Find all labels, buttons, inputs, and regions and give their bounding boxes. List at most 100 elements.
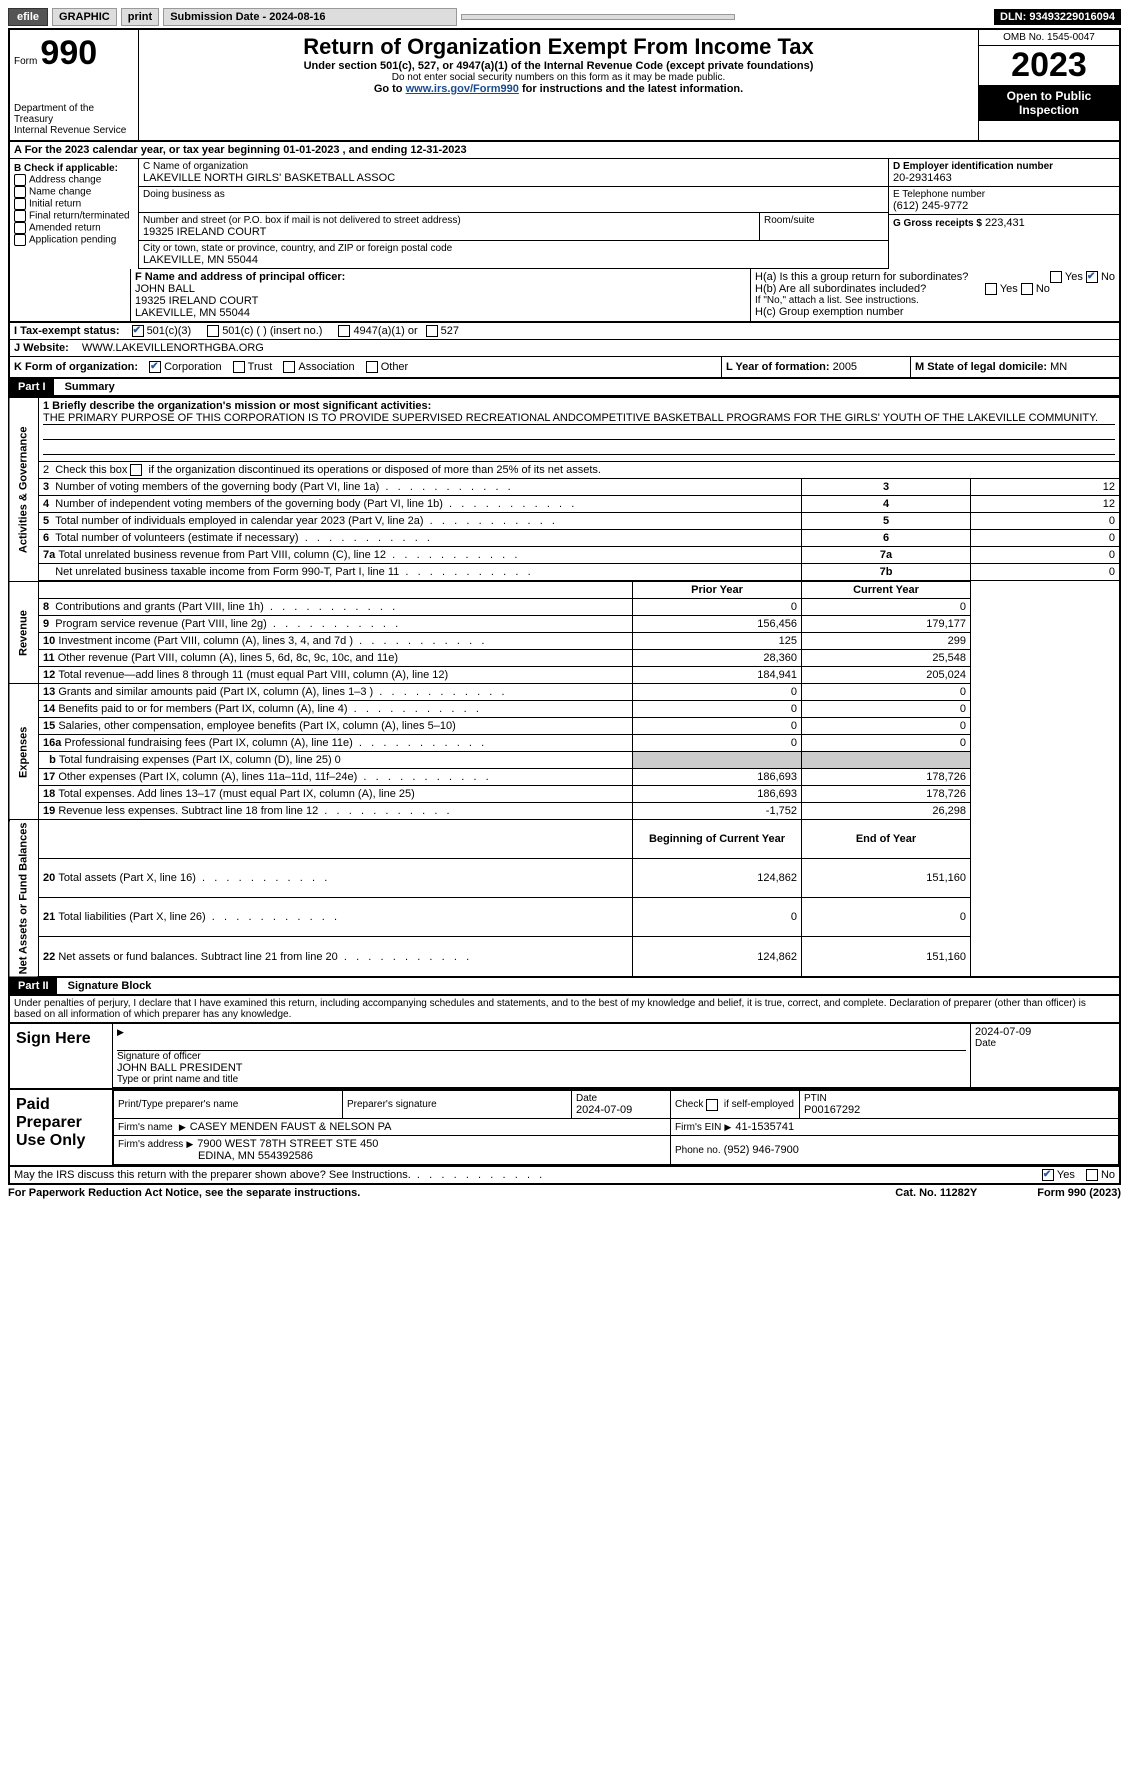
- ec14: 0: [802, 701, 971, 718]
- cb-corp[interactable]: [149, 361, 161, 373]
- summary-table: Activities & Governance 1 Briefly descri…: [8, 397, 1121, 978]
- preparer-table: Print/Type preparer's name Preparer's si…: [113, 1090, 1119, 1165]
- cb-final-return[interactable]: [14, 210, 26, 222]
- cb-501c3[interactable]: [132, 325, 144, 337]
- cb-501c[interactable]: [207, 325, 219, 337]
- website-value: WWW.LAKEVILLENORTHGBA.ORG: [82, 342, 264, 354]
- room-label: Room/suite: [764, 215, 884, 226]
- rt9: Program service revenue (Part VIII, line…: [55, 618, 398, 630]
- cb-address-change[interactable]: [14, 174, 26, 186]
- vert-expenses: Expenses: [9, 684, 39, 820]
- gov-row-5: 5 Total number of individuals employed i…: [9, 513, 1120, 530]
- ec16a: 0: [802, 735, 971, 752]
- nn22: 22: [43, 951, 55, 963]
- hb-no-label: No: [1036, 283, 1050, 295]
- fh-block: F Name and address of principal officer:…: [8, 269, 1121, 323]
- net-row-21: 21 Total liabilities (Part X, line 26)00: [9, 898, 1120, 937]
- top-toolbar: efile GRAPHIC print Submission Date - 20…: [8, 8, 1121, 26]
- ein-value: 20-2931463: [893, 172, 1115, 184]
- rn11: 11: [43, 652, 55, 664]
- i-501c3: 501(c)(3): [147, 325, 192, 337]
- prep-sig-label: Preparer's signature: [347, 1099, 567, 1110]
- graphic-button[interactable]: GRAPHIC: [52, 8, 117, 26]
- irs-link[interactable]: www.irs.gov/Form990: [406, 83, 519, 95]
- k6: 6: [802, 530, 971, 547]
- exp-row-16b: b Total fundraising expenses (Part IX, c…: [9, 752, 1120, 769]
- cb-discontinued[interactable]: [130, 464, 142, 476]
- t7b: Net unrelated business taxable income fr…: [55, 566, 530, 578]
- k7b: 7b: [802, 564, 971, 581]
- sig-date: 2024-07-09: [975, 1026, 1115, 1038]
- line-a: A For the 2023 calendar year, or tax yea…: [8, 142, 1121, 159]
- rev-row-8: 8 Contributions and grants (Part VIII, l…: [9, 599, 1120, 616]
- k-other: Other: [381, 361, 409, 373]
- submission-date: Submission Date - 2024-08-16: [163, 8, 457, 26]
- opt-final-return: Final return/terminated: [29, 211, 130, 222]
- nt21: Total liabilities (Part X, line 26): [58, 911, 337, 923]
- city-label: City or town, state or province, country…: [143, 243, 884, 254]
- ptin-value: P00167292: [804, 1104, 1114, 1116]
- efile-button[interactable]: efile: [8, 8, 48, 26]
- hb-yes[interactable]: [985, 283, 997, 295]
- discuss-yes[interactable]: [1042, 1169, 1054, 1181]
- cb-amended[interactable]: [14, 222, 26, 234]
- firm-addr1: 7900 WEST 78TH STREET STE 450: [186, 1138, 378, 1150]
- i-501c: 501(c) ( ) (insert no.): [222, 325, 322, 337]
- cb-other[interactable]: [366, 361, 378, 373]
- v7a: 0: [971, 547, 1121, 564]
- col-current: Current Year: [802, 582, 971, 599]
- discuss-text: May the IRS discuss this return with the…: [14, 1169, 542, 1181]
- part-ii-bar: Part II Signature Block: [8, 978, 1121, 996]
- vert-governance: Activities & Governance: [9, 398, 39, 582]
- sig-type-label: Type or print name and title: [117, 1074, 966, 1085]
- en16b: b: [49, 754, 56, 766]
- street-value: 19325 IRELAND COURT: [143, 226, 755, 238]
- np21: 0: [633, 898, 802, 937]
- ep17: 186,693: [633, 769, 802, 786]
- rt11: Other revenue (Part VIII, column (A), li…: [58, 652, 398, 664]
- ha-yes-label: Yes: [1065, 271, 1083, 283]
- cb-trust[interactable]: [233, 361, 245, 373]
- ep15: 0: [633, 718, 802, 735]
- firm-phone: (952) 946-7900: [724, 1144, 799, 1156]
- v3: 12: [971, 479, 1121, 496]
- footer-left: For Paperwork Reduction Act Notice, see …: [8, 1187, 360, 1199]
- ep16b: [633, 752, 802, 769]
- line-j: J Website: WWW.LAKEVILLENORTHGBA.ORG: [8, 340, 1121, 357]
- officer-name: JOHN BALL: [135, 283, 746, 295]
- cb-self-employed[interactable]: [706, 1099, 718, 1111]
- ptin-label: PTIN: [804, 1093, 1114, 1104]
- cb-name-change[interactable]: [14, 186, 26, 198]
- omb-number: OMB No. 1545-0047: [979, 30, 1119, 46]
- cb-initial-return[interactable]: [14, 198, 26, 210]
- hb-no[interactable]: [1021, 283, 1033, 295]
- rt8: Contributions and grants (Part VIII, lin…: [55, 601, 395, 613]
- l-label: L Year of formation:: [726, 361, 830, 373]
- ha-yes[interactable]: [1050, 271, 1062, 283]
- d-label: D Employer identification number: [893, 161, 1115, 172]
- cb-4947[interactable]: [338, 325, 350, 337]
- sign-here-block: Sign Here Signature of officer JOHN BALL…: [8, 1022, 1121, 1090]
- t7a: Total unrelated business revenue from Pa…: [58, 549, 517, 561]
- perjury-text: Under penalties of perjury, I declare th…: [8, 996, 1121, 1022]
- opt-address-change: Address change: [29, 175, 101, 186]
- gov-row-3: 3 Number of voting members of the govern…: [9, 479, 1120, 496]
- cb-assoc[interactable]: [283, 361, 295, 373]
- cb-527[interactable]: [426, 325, 438, 337]
- v5: 0: [971, 513, 1121, 530]
- ec15: 0: [802, 718, 971, 735]
- et19: Revenue less expenses. Subtract line 18 …: [58, 805, 449, 817]
- net-row-20: 20 Total assets (Part X, line 16)124,862…: [9, 859, 1120, 898]
- exp-row-14: 14 Benefits paid to or for members (Part…: [9, 701, 1120, 718]
- form-title: Return of Organization Exempt From Incom…: [147, 34, 970, 60]
- cb-app-pending[interactable]: [14, 234, 26, 246]
- ha-label: H(a) Is this a group return for subordin…: [755, 271, 968, 283]
- print-button[interactable]: print: [121, 8, 159, 26]
- discuss-no[interactable]: [1086, 1169, 1098, 1181]
- nn21: 21: [43, 911, 55, 923]
- et17: Other expenses (Part IX, column (A), lin…: [58, 771, 488, 783]
- ep19: -1,752: [633, 803, 802, 820]
- dept-irs: Internal Revenue Service: [14, 125, 134, 136]
- ha-no[interactable]: [1086, 271, 1098, 283]
- gov-row-6: 6 Total number of volunteers (estimate i…: [9, 530, 1120, 547]
